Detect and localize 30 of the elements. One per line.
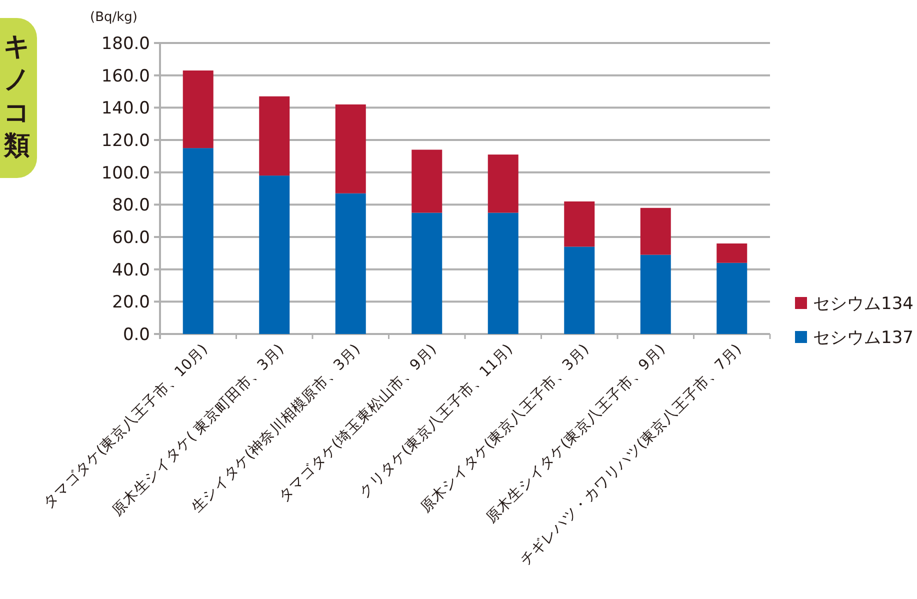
y-tick-label: 180.0 — [101, 34, 150, 54]
bar — [412, 150, 442, 213]
bar — [488, 212, 518, 334]
bar — [640, 208, 671, 255]
bar — [640, 254, 671, 334]
y-tick-label: 80.0 — [112, 196, 150, 216]
bar — [335, 104, 366, 194]
bar — [182, 70, 214, 148]
bar — [488, 154, 518, 213]
y-tick-label: 0.0 — [122, 325, 150, 345]
title: キノコ類 — [0, 18, 37, 178]
y-tick-label: 40.0 — [112, 260, 150, 280]
y-tick-label: 60.0 — [112, 228, 150, 248]
y-tick-label: 160.0 — [101, 66, 150, 86]
bar — [259, 96, 290, 176]
bar — [335, 193, 366, 334]
bar — [716, 262, 748, 334]
bar — [182, 148, 214, 334]
y-tick-label: 20.0 — [112, 292, 150, 313]
y-tick-label: 100.0 — [101, 163, 150, 184]
bar — [564, 201, 595, 247]
y-tick-label: 120.0 — [101, 131, 150, 151]
legend-label: セシウム134 — [813, 294, 914, 314]
y-axis-title: (Bq/kg) — [90, 10, 138, 25]
y-tick-label: 140.0 — [101, 98, 150, 119]
bar — [564, 246, 595, 334]
bar — [716, 243, 748, 263]
legend-label: セシウム137 — [813, 328, 914, 348]
bar — [412, 212, 442, 334]
bar — [259, 176, 290, 334]
